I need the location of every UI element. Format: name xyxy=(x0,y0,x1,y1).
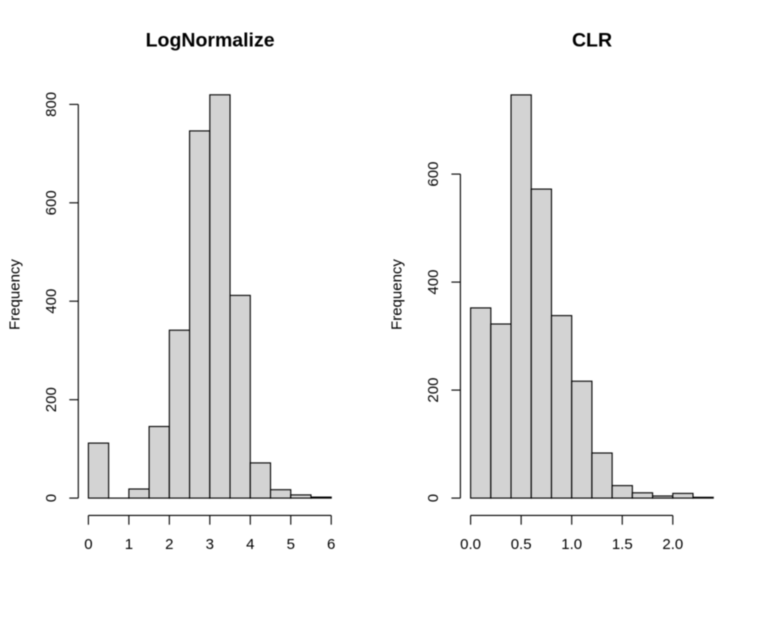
svg-text:1.5: 1.5 xyxy=(612,536,633,553)
svg-text:600: 600 xyxy=(43,190,60,215)
svg-text:1: 1 xyxy=(125,536,133,553)
svg-text:Frequency: Frequency xyxy=(389,259,406,330)
svg-text:200: 200 xyxy=(43,387,60,412)
svg-text:Frequency: Frequency xyxy=(6,259,23,330)
svg-text:3: 3 xyxy=(206,536,214,553)
svg-text:400: 400 xyxy=(43,289,60,314)
svg-text:0: 0 xyxy=(425,494,442,502)
svg-text:0.0: 0.0 xyxy=(460,536,481,553)
svg-text:6: 6 xyxy=(327,536,335,553)
svg-text:5: 5 xyxy=(287,536,295,553)
svg-text:1.0: 1.0 xyxy=(561,536,582,553)
svg-text:4: 4 xyxy=(246,536,254,553)
svg-text:2: 2 xyxy=(165,536,173,553)
svg-text:2.0: 2.0 xyxy=(662,536,683,553)
svg-text:200: 200 xyxy=(425,378,442,403)
svg-text:400: 400 xyxy=(425,270,442,295)
svg-text:0: 0 xyxy=(43,494,60,502)
svg-text:800: 800 xyxy=(43,92,60,117)
svg-text:0: 0 xyxy=(84,536,92,553)
svg-text:0.5: 0.5 xyxy=(511,536,532,553)
svg-text:600: 600 xyxy=(425,162,442,187)
svg-text:LogNormalize: LogNormalize xyxy=(146,30,275,52)
svg-text:CLR: CLR xyxy=(572,30,612,52)
